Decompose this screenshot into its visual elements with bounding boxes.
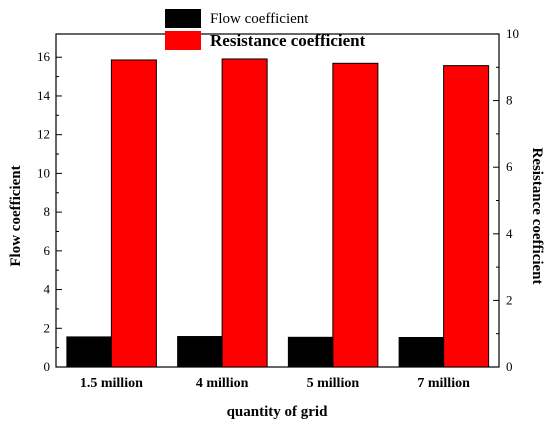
category-label: 5 million bbox=[307, 376, 360, 391]
right-axis-ticks: 0 2 4 6 8 10 bbox=[493, 26, 519, 374]
left-tick-label: 4 bbox=[44, 282, 51, 297]
bar-resistance-coefficient bbox=[443, 65, 490, 368]
x-axis-title: quantity of grid bbox=[227, 404, 329, 420]
category-labels: 1.5 million 4 million 5 million 7 million bbox=[80, 362, 470, 391]
bar-flow-coefficient bbox=[66, 336, 112, 367]
left-tick-label: 14 bbox=[37, 88, 51, 103]
legend-label-resistance: Resistance coefficient bbox=[210, 31, 366, 50]
legend-swatch-resistance bbox=[165, 31, 201, 50]
left-tick-label: 8 bbox=[44, 204, 51, 219]
right-tick-label: 0 bbox=[506, 359, 513, 374]
category-label: 4 million bbox=[196, 376, 249, 391]
left-tick-label: 0 bbox=[44, 359, 51, 374]
bar-flow-coefficient bbox=[398, 336, 444, 367]
bars bbox=[66, 58, 490, 368]
category-label: 1.5 million bbox=[80, 376, 143, 391]
right-tick-label: 4 bbox=[506, 226, 513, 241]
bar-flow-coefficient bbox=[287, 336, 333, 367]
legend-label-flow: Flow coefficient bbox=[210, 11, 309, 27]
left-tick-label: 6 bbox=[44, 243, 51, 258]
right-tick-label: 6 bbox=[506, 159, 513, 174]
left-tick-label: 12 bbox=[37, 127, 50, 142]
bar-resistance-coefficient bbox=[332, 62, 379, 368]
bar-resistance-coefficient bbox=[110, 59, 157, 368]
category-label: 7 million bbox=[417, 376, 470, 391]
legend-swatch-flow bbox=[165, 9, 201, 28]
left-tick-label: 2 bbox=[44, 320, 51, 335]
bar-resistance-coefficient bbox=[221, 58, 268, 368]
right-tick-label: 2 bbox=[506, 292, 513, 307]
right-tick-label: 10 bbox=[506, 26, 519, 41]
left-tick-label: 16 bbox=[37, 49, 51, 64]
y-axis-title: Flow coefficient bbox=[8, 165, 24, 266]
left-tick-label: 10 bbox=[37, 165, 50, 180]
left-axis-ticks: 0 2 4 6 8 10 12 14 16 bbox=[37, 49, 62, 374]
legend: Flow coefficient Resistance coefficient bbox=[165, 9, 366, 50]
y2-axis-title: Resistance coefficient bbox=[529, 147, 545, 284]
bar-flow-coefficient bbox=[177, 336, 223, 367]
right-tick-label: 8 bbox=[506, 93, 513, 108]
